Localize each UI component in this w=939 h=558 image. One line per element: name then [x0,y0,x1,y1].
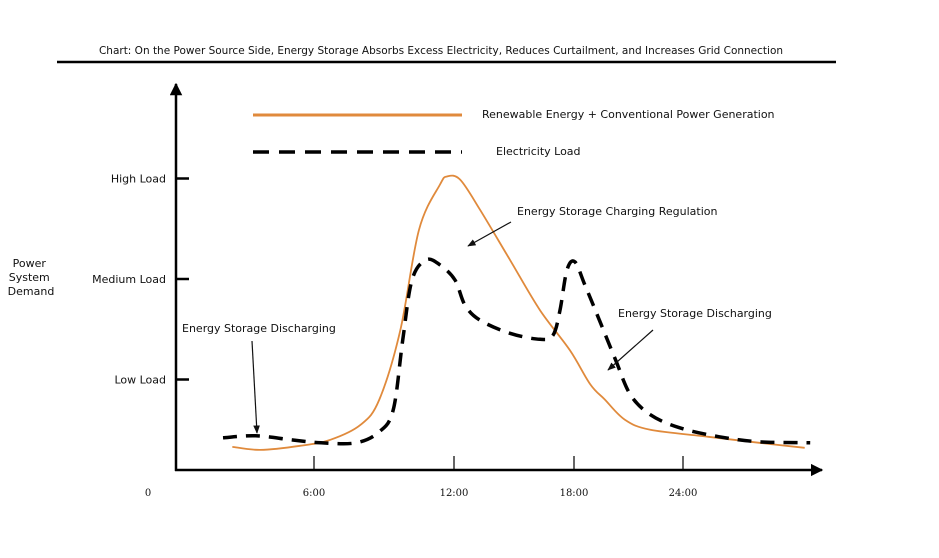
y-axis-label: Power System Demand [8,257,55,298]
annotation-arrow-charging [467,221,512,247]
x-tick-label: 6:00 [303,488,325,499]
legend-label-generation: Renewable Energy + Conventional Power Ge… [482,108,775,121]
series-line-generation [232,174,805,451]
y-tick-label: High Load [111,173,166,186]
legend: Renewable Energy + Conventional Power Ge… [253,108,775,158]
x-tick-label: 0 [145,488,151,499]
y-tick-label: Medium Load [92,273,166,286]
x-tick-label: 18:00 [560,488,589,499]
annotation-arrow-right [607,329,654,371]
x-tick-label: 24:00 [669,488,698,499]
x-tick-label: 12:00 [440,488,469,499]
chart-title: Chart: On the Power Source Side, Energy … [99,45,783,57]
annotation-left-discharging: Energy Storage Discharging [182,322,336,335]
legend-label-load: Electricity Load [496,145,581,158]
y-tick-label: Low Load [114,374,166,387]
annotation-arrow-left [251,340,260,434]
series-line-load [222,257,811,446]
annotation-charging-regulation: Energy Storage Charging Regulation [517,205,718,218]
annotation-right-discharging: Energy Storage Discharging [618,307,772,320]
